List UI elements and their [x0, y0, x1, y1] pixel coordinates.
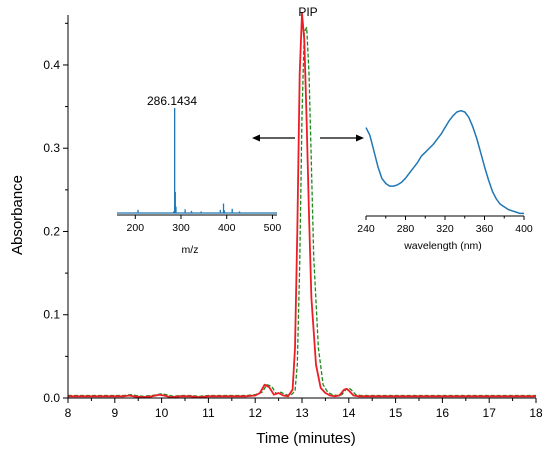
x-tick-label: 11 [202, 406, 215, 420]
series-line-1 [68, 12, 536, 399]
uv-spectrum-line [365, 109, 524, 215]
x-tick-label: 9 [111, 406, 118, 420]
peak-annotation: PIP [298, 5, 317, 19]
uv-series-group [365, 109, 524, 215]
uv-x-tick-label: 280 [397, 223, 415, 235]
ms-x-tick-label: 200 [127, 222, 145, 234]
x-tick-label: 8 [65, 406, 72, 420]
x-tick-label: 18 [529, 406, 543, 420]
y-axis-title: Absorbance [9, 175, 26, 255]
uv-spectrum-inset: 240 280 320 360 400 wavelength (nm) [357, 109, 533, 252]
left-arrow-head [252, 134, 260, 142]
y-tick-label: 0.1 [43, 308, 60, 322]
y-tick-label: 0.2 [43, 224, 60, 238]
ms-axes: 200 300 400 500 [117, 214, 282, 234]
uv-x-tick-label: 360 [476, 223, 494, 235]
uv-x-tick-label: 400 [515, 223, 533, 235]
uv-x-tick-label: 320 [436, 223, 454, 235]
right-arrow-head [356, 134, 364, 142]
main-axes: 8 9 10 11 12 13 14 15 16 17 18 0.0 0.1 0.2 0.3 0.4 [43, 15, 543, 420]
main-series-group [68, 12, 536, 399]
ms-x-tick-label: 500 [264, 222, 282, 234]
uv-x-axis-title: wavelength (nm) [403, 240, 482, 252]
y-tick-label: 0.4 [43, 58, 60, 72]
ms-peaks-group [117, 108, 277, 214]
y-tick-label: 0.3 [43, 141, 60, 155]
x-tick-label: 14 [342, 406, 356, 420]
ms-peak-label: 286.1434 [147, 94, 197, 108]
ms-x-axis-title: m/z [182, 244, 199, 256]
y-tick-label: 0.0 [43, 391, 60, 405]
ms-x-tick-label: 400 [218, 222, 236, 234]
ms-x-tick-label: 300 [172, 222, 190, 234]
main-chromatogram: 8 9 10 11 12 13 14 15 16 17 18 0.0 0.1 0.2 0.3 0.4 Abso… [9, 5, 543, 447]
x-axis-title: Time (minutes) [256, 430, 355, 447]
x-tick-label: 17 [483, 406, 497, 420]
uv-axes: 240 280 320 360 400 [357, 215, 533, 235]
x-tick-label: 15 [389, 406, 403, 420]
x-tick-label: 12 [249, 406, 263, 420]
x-tick-label: 13 [295, 406, 309, 420]
arrows-group [252, 134, 364, 142]
mass-spectrum-inset: 200 300 400 500 m/z 286.1434 [117, 94, 281, 256]
x-tick-label: 16 [436, 406, 450, 420]
x-tick-label: 10 [155, 406, 169, 420]
uv-x-tick-label: 240 [357, 223, 375, 235]
